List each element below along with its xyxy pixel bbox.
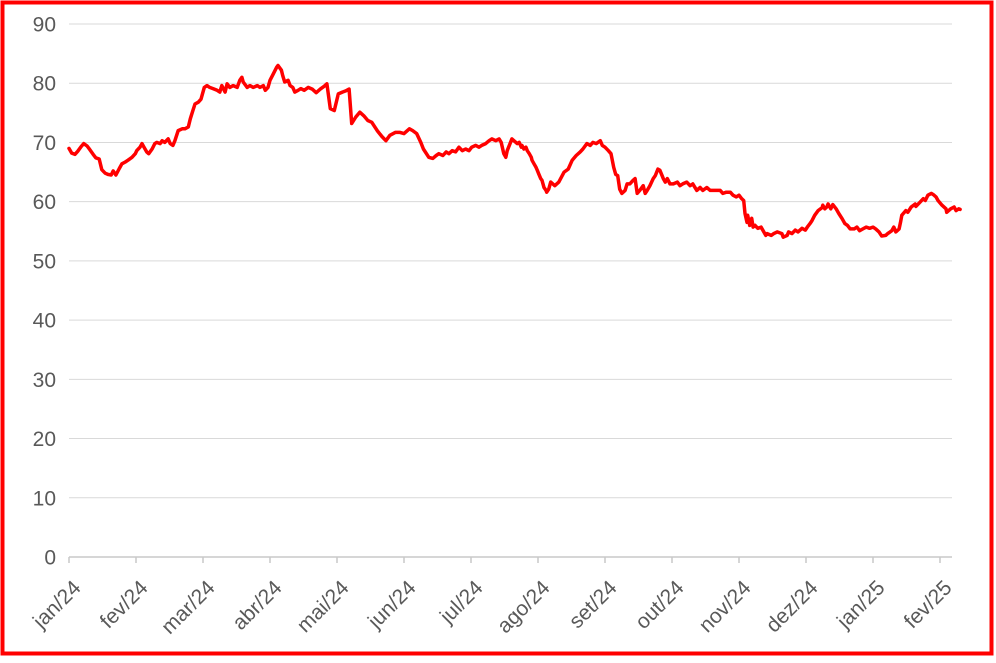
x-axis-tick-label: out/24 — [631, 576, 689, 634]
data-series-line — [67, 63, 962, 239]
gridlines — [69, 23, 952, 499]
y-axis-tick-label: 10 — [33, 487, 56, 510]
y-axis-tick-label: 80 — [33, 73, 56, 96]
x-axis-tick-label: abr/24 — [228, 576, 287, 635]
data-series — [67, 63, 962, 239]
x-axis-tick-label: ago/24 — [493, 576, 555, 638]
y-axis-tick-label: 30 — [33, 369, 56, 392]
x-axis-tick-label: jan/25 — [832, 576, 889, 633]
x-axis-tick-label: jun/24 — [363, 576, 421, 634]
x-axis-tick-label: jan/24 — [28, 576, 86, 634]
y-axis-tick-label: 50 — [33, 250, 56, 273]
axes — [68, 556, 952, 563]
y-axis-tick-labels: 0 10 20 30 40 50 60 70 80 90 — [33, 14, 56, 570]
x-axis-tick-labels: jan/24 fev/24 mar/24 abr/24 mai/24 jun/24 jul/… — [28, 576, 956, 639]
x-axis-tick-label: set/24 — [565, 576, 622, 633]
x-axis-tick-label: fev/25 — [900, 576, 957, 633]
x-axis-tick-label: mai/24 — [293, 576, 354, 637]
x-axis-tick-label: jul/24 — [435, 576, 488, 629]
x-axis-tick-label: dez/24 — [762, 576, 823, 637]
y-axis-tick-label: 40 — [33, 310, 56, 333]
x-axis-tick-label: fev/24 — [96, 576, 153, 633]
y-axis-tick-label: 60 — [33, 191, 56, 214]
y-axis-tick-label: 0 — [44, 547, 56, 570]
y-axis-tick-label: 90 — [33, 14, 56, 37]
y-axis-tick-label: 70 — [33, 132, 56, 155]
x-axis-tick-label: nov/24 — [695, 576, 756, 637]
x-axis-tick-label: mar/24 — [157, 576, 220, 639]
y-axis-tick-label: 20 — [33, 428, 56, 451]
